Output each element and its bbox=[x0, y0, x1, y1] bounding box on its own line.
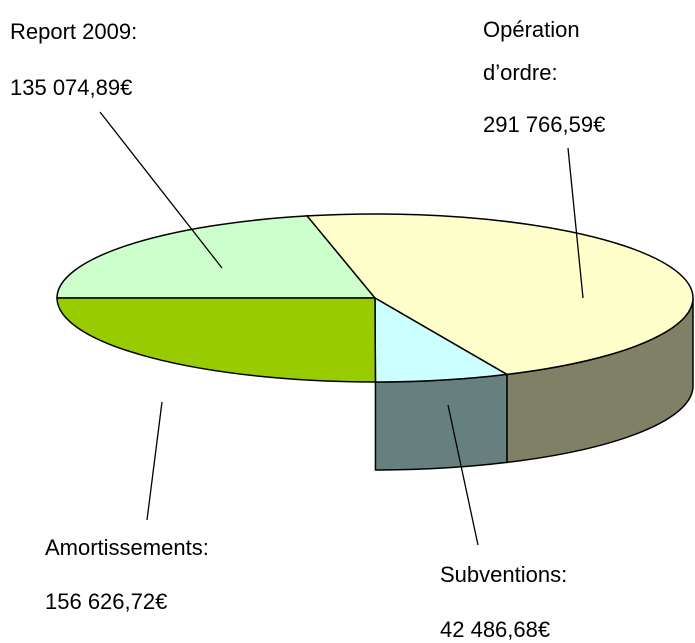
pie-slice bbox=[374, 296, 510, 383]
value-label: 156 626,72€ bbox=[45, 589, 168, 614]
slice-label: Amortissements: bbox=[45, 535, 209, 560]
slice-label: Subventions: bbox=[440, 562, 568, 587]
pie-slice bbox=[56, 297, 377, 383]
value-label: 42 486,68€ bbox=[440, 617, 551, 642]
leader-line bbox=[447, 404, 479, 546]
leader-lines bbox=[99, 111, 584, 546]
slice-label: Opération d’ordre: bbox=[483, 17, 580, 85]
leader-line bbox=[99, 111, 223, 269]
slice-label: Report 2009: bbox=[10, 19, 138, 44]
leader-line bbox=[146, 401, 163, 521]
pie-tops bbox=[56, 213, 694, 383]
value-label: 135 074,89€ bbox=[10, 75, 133, 100]
pie-slice bbox=[56, 215, 377, 299]
value-label: 291 766,59€ bbox=[483, 112, 606, 137]
leader-line bbox=[567, 147, 584, 299]
pie-slice bbox=[305, 213, 694, 376]
pie-side bbox=[374, 373, 508, 471]
pie-sides bbox=[374, 297, 694, 471]
